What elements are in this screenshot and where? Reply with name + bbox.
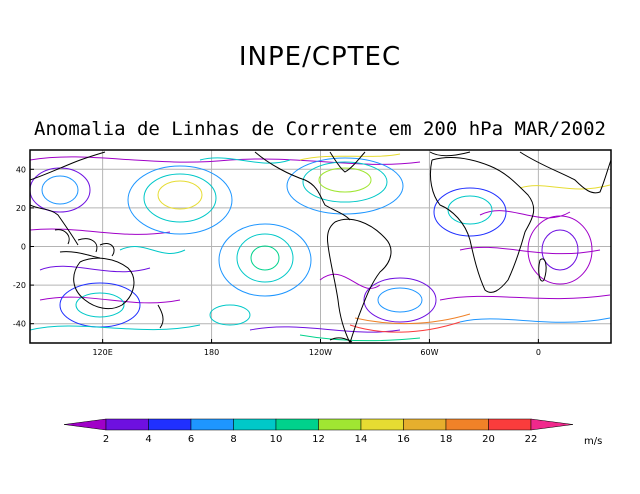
coastline-north-america: [254, 151, 366, 221]
colorbar-segment: [233, 418, 277, 431]
coastline-new-zealand: [157, 304, 164, 329]
streamline: [519, 184, 611, 190]
colorbar-segment: [488, 418, 532, 431]
lat-tick-label: -40: [13, 320, 26, 329]
streamline: [199, 157, 291, 164]
coastline-antarctica: [329, 337, 353, 343]
map-gridlines: [30, 150, 611, 343]
colorbar-label: 6: [188, 434, 194, 445]
streamline: [286, 157, 404, 215]
streamline: [299, 334, 421, 342]
colorbar-label: 18: [440, 434, 453, 445]
coastline-south-america: [327, 218, 392, 343]
page-title: INPE/CPTEC: [238, 42, 402, 72]
map-title: Anomalia de Linhas de Corrente em 200 hP…: [34, 118, 606, 140]
coastline-asia: [30, 151, 106, 246]
colorbar-label: 8: [230, 434, 236, 445]
colorbar-segment: [148, 418, 192, 431]
colorbar-label: 2: [103, 434, 109, 445]
colorbar-segment: [530, 418, 574, 431]
colorbar-segment: [360, 418, 404, 431]
colorbar-label: 12: [312, 434, 325, 445]
lat-axis: 40 20 0 -20 -40: [13, 165, 34, 329]
streamline: [377, 287, 423, 313]
colorbar-label: 4: [145, 434, 151, 445]
lon-tick-label: 0: [536, 348, 541, 357]
streamline: [127, 165, 233, 235]
colorbar-segment: [275, 418, 319, 431]
streamline: [209, 304, 251, 326]
lat-tick-label: 0: [21, 243, 26, 252]
streamline: [349, 321, 461, 333]
colorbar-label: 14: [355, 434, 368, 445]
lon-tick-label: 60W: [420, 348, 438, 357]
streamline: [39, 265, 151, 273]
streamline: [459, 317, 611, 323]
streamline: [41, 175, 79, 205]
lat-tick-label: 20: [16, 204, 26, 213]
colorbar-unit: m/s: [584, 436, 602, 447]
colorbar-segment: [105, 418, 149, 431]
streamline: [354, 313, 471, 325]
streamline: [143, 173, 217, 223]
streamline: [218, 223, 312, 297]
streamline: [433, 187, 507, 237]
streamline: [447, 195, 493, 225]
coastline-indonesia: [54, 229, 115, 259]
lat-tick-label: 40: [16, 165, 26, 174]
colorbar-segment: [63, 418, 107, 431]
streamline: [302, 161, 388, 203]
streamline: [299, 153, 401, 161]
coastline-africa: [429, 157, 535, 293]
colorbar-segment: [190, 418, 234, 431]
coastlines: [30, 151, 611, 343]
streamline: [439, 294, 611, 301]
colorbar-label: 22: [525, 434, 538, 445]
streamline: [30, 228, 171, 235]
lon-tick-label: 180: [204, 348, 219, 357]
colorbar-label: 16: [397, 434, 410, 445]
lat-tick-label: -20: [13, 281, 26, 290]
streamline: [157, 180, 203, 210]
streamline: [363, 277, 437, 323]
coastline-eurasia: [429, 151, 611, 194]
streamlines: [30, 153, 611, 342]
colorbar-segment: [318, 418, 362, 431]
lon-axis: 120E180120W60W060E: [92, 339, 640, 357]
streamline: [75, 292, 125, 318]
colorbar-segment: [403, 418, 447, 431]
colorbar-label: 20: [482, 434, 495, 445]
streamline: [39, 296, 181, 304]
streamline: [119, 246, 186, 254]
streamline: [527, 215, 593, 285]
lon-tick-label: 120W: [309, 348, 332, 357]
streamline: [30, 324, 201, 331]
coastline-madagascar: [538, 258, 547, 282]
streamline: [236, 233, 294, 283]
coastline-australia: [73, 257, 135, 310]
colorbar-segment: [445, 418, 489, 431]
streamline: [541, 229, 579, 271]
colorbar-label: 10: [270, 434, 283, 445]
colorbar: 2 4 6 8 10 12 14 16 18 20 22 m/s: [63, 418, 602, 447]
streamline: [250, 245, 280, 271]
streamline: [459, 246, 601, 255]
streamline: [319, 273, 381, 289]
streamline: [318, 167, 372, 193]
lon-tick-label: 120E: [92, 348, 112, 357]
